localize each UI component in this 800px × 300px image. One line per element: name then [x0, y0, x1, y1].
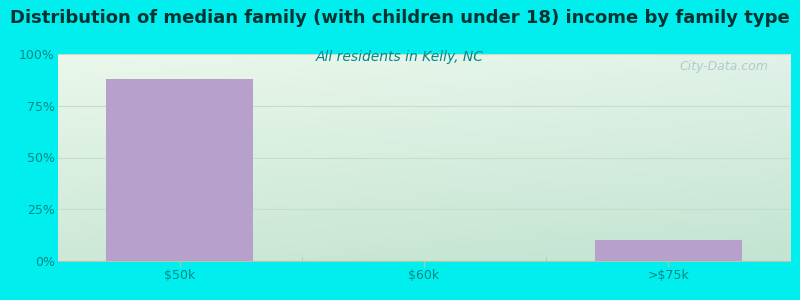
- Text: City-Data.com: City-Data.com: [679, 60, 769, 73]
- Text: All residents in Kelly, NC: All residents in Kelly, NC: [316, 50, 484, 64]
- Bar: [595, 240, 742, 261]
- Text: Distribution of median family (with children under 18) income by family type: Distribution of median family (with chil…: [10, 9, 790, 27]
- Bar: [106, 79, 253, 261]
